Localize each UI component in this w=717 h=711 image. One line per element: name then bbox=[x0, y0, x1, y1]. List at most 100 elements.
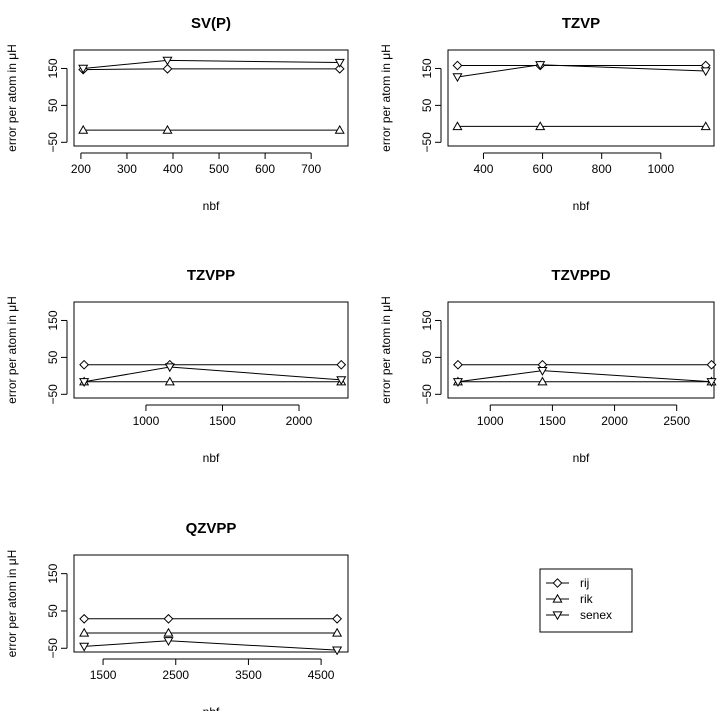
panel-tzvpp: TZVPP 1000 1500 2000 nbf −50 50 150 error per at… bbox=[5, 267, 349, 465]
series-rik bbox=[452, 376, 717, 386]
panel-title: QZVPP bbox=[186, 520, 237, 537]
data-point bbox=[79, 378, 90, 387]
data-point bbox=[332, 613, 343, 624]
series-senex bbox=[79, 637, 343, 656]
series-line bbox=[83, 59, 340, 69]
x-tick-label: 400 bbox=[473, 162, 493, 176]
y-tick-label: −50 bbox=[46, 132, 60, 153]
x-axis: 1000 1500 2000 2500 bbox=[477, 404, 690, 428]
data-point bbox=[162, 124, 173, 134]
legend-marker bbox=[552, 593, 563, 603]
x-tick-label: 2000 bbox=[601, 414, 628, 428]
data-point bbox=[537, 367, 548, 376]
data-point bbox=[334, 63, 345, 74]
legend-label: rij bbox=[580, 576, 589, 590]
data-point bbox=[452, 73, 463, 83]
data-point bbox=[334, 58, 345, 68]
y-tick-label: 50 bbox=[46, 98, 60, 112]
data-point bbox=[163, 627, 174, 637]
y-tick-label: 150 bbox=[420, 58, 434, 78]
x-tick-label: 700 bbox=[301, 162, 321, 176]
data-point bbox=[163, 637, 174, 647]
series-rij bbox=[79, 359, 347, 370]
data-point bbox=[453, 359, 463, 370]
series-rik bbox=[78, 124, 345, 134]
data-point bbox=[452, 60, 463, 71]
y-tick-label: 50 bbox=[46, 604, 60, 618]
data-point bbox=[79, 359, 90, 370]
x-tick-label: 4500 bbox=[308, 668, 335, 682]
y-tick-label: −50 bbox=[46, 638, 60, 659]
plot-frame bbox=[73, 49, 349, 147]
series-rij bbox=[452, 60, 711, 71]
data-point bbox=[78, 64, 89, 74]
data-point bbox=[164, 363, 175, 373]
data-point bbox=[332, 646, 343, 656]
y-tick-label: 150 bbox=[420, 310, 434, 330]
x-axis-label: nbf bbox=[203, 451, 220, 465]
x-axis: 400 600 800 1000 bbox=[473, 152, 674, 176]
series-line bbox=[457, 370, 712, 383]
y-axis-label: error per atom in μH bbox=[5, 550, 19, 658]
series-rij bbox=[453, 359, 717, 370]
x-tick-label: 300 bbox=[117, 162, 137, 176]
legend-label: senex bbox=[580, 608, 612, 622]
y-tick-label: 150 bbox=[46, 58, 60, 78]
series-senex bbox=[452, 61, 711, 83]
x-tick-label: 1000 bbox=[133, 414, 160, 428]
y-tick-label: 50 bbox=[420, 98, 434, 112]
data-point bbox=[706, 378, 717, 387]
x-axis-label: nbf bbox=[573, 451, 590, 465]
data-point bbox=[535, 121, 546, 131]
data-point bbox=[334, 124, 345, 134]
y-axis-label: error per atom in μH bbox=[379, 44, 393, 152]
data-point bbox=[79, 642, 90, 652]
y-axis: −50 50 150 bbox=[420, 310, 442, 405]
series-rik bbox=[452, 121, 711, 131]
series-rij bbox=[79, 613, 343, 624]
data-point bbox=[162, 63, 173, 74]
x-tick-label: 1000 bbox=[477, 414, 504, 428]
series-senex bbox=[78, 56, 345, 74]
y-tick-label: 150 bbox=[46, 563, 60, 583]
legend: rij rik senex bbox=[539, 568, 633, 633]
series-senex bbox=[79, 363, 347, 387]
panel-svp: SV(P) 200 300 400 500 600 700 nbf −50 50 150 error … bbox=[5, 15, 349, 213]
plot-frame bbox=[447, 49, 715, 147]
series-rik bbox=[79, 376, 347, 386]
plot-frame bbox=[447, 301, 715, 399]
data-point bbox=[452, 378, 464, 387]
data-point bbox=[162, 56, 173, 66]
y-axis: −50 50 150 bbox=[420, 58, 442, 153]
data-point bbox=[164, 376, 175, 386]
data-point bbox=[163, 613, 174, 624]
y-tick-label: 50 bbox=[46, 350, 60, 364]
panel-qzvpp: QZVPP 1500 2500 3500 4500 nbf −50 50 150 error pe… bbox=[5, 520, 349, 711]
x-tick-label: 600 bbox=[533, 162, 553, 176]
x-axis: 200 300 400 500 600 700 bbox=[71, 152, 321, 176]
y-axis: −50 50 150 bbox=[46, 58, 68, 153]
data-point bbox=[332, 627, 343, 637]
panel-title: SV(P) bbox=[191, 15, 231, 32]
x-axis: 1000 1500 2000 bbox=[133, 404, 313, 428]
legend-item-rik: rik bbox=[546, 592, 594, 606]
x-tick-label: 800 bbox=[592, 162, 612, 176]
legend-marker bbox=[552, 611, 563, 621]
y-axis-label: error per atom in μH bbox=[379, 296, 393, 404]
data-point bbox=[79, 613, 90, 624]
data-point bbox=[535, 61, 546, 70]
x-axis: 1500 2500 3500 4500 bbox=[90, 658, 335, 682]
y-tick-label: −50 bbox=[420, 132, 434, 153]
x-tick-label: 2500 bbox=[162, 668, 189, 682]
data-point bbox=[336, 376, 347, 386]
series-line bbox=[84, 366, 342, 383]
y-tick-label: −50 bbox=[420, 384, 434, 405]
x-tick-label: 1500 bbox=[539, 414, 566, 428]
y-tick-label: 50 bbox=[420, 350, 434, 364]
panel-tzvp: TZVP 400 600 800 1000 nbf −50 50 150 error per at… bbox=[379, 15, 715, 213]
data-point bbox=[700, 121, 711, 131]
panel-title: TZVP bbox=[562, 15, 600, 32]
x-axis-label: nbf bbox=[203, 199, 220, 213]
legend-marker bbox=[552, 578, 563, 588]
